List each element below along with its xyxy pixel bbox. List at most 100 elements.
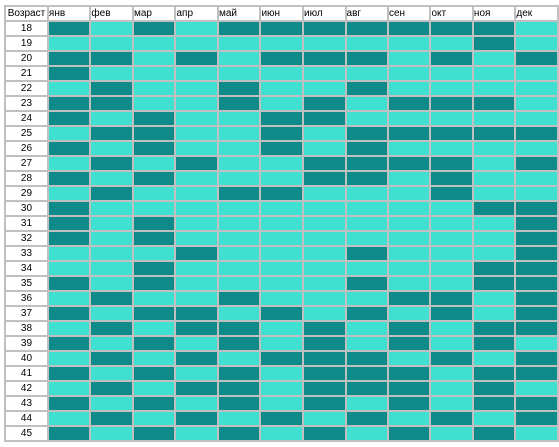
dark-cell	[133, 112, 175, 125]
light-cell	[473, 67, 515, 80]
light-cell	[516, 22, 557, 35]
age-cell: 31	[6, 217, 47, 230]
light-cell	[304, 82, 345, 95]
dark-cell	[261, 52, 302, 65]
dark-cell	[133, 307, 175, 320]
dark-cell	[431, 292, 472, 305]
light-cell	[176, 127, 217, 140]
dark-cell	[176, 352, 217, 365]
dark-cell	[48, 67, 90, 80]
dark-cell	[304, 22, 345, 35]
table-row: 34	[6, 262, 557, 275]
dark-cell	[431, 352, 472, 365]
table-row: 45	[6, 427, 557, 440]
light-cell	[388, 412, 430, 425]
light-cell	[176, 97, 217, 110]
age-column-header: Возраст	[6, 7, 47, 20]
dark-cell	[304, 112, 345, 125]
dark-cell	[346, 352, 387, 365]
light-cell	[218, 247, 260, 260]
light-cell	[48, 247, 90, 260]
dark-cell	[91, 322, 132, 335]
table-row: 32	[6, 232, 557, 245]
dark-cell	[304, 322, 345, 335]
month-header: апр	[176, 7, 217, 20]
light-cell	[346, 427, 387, 440]
light-cell	[346, 292, 387, 305]
dark-cell	[133, 397, 175, 410]
dark-cell	[218, 22, 260, 35]
dark-cell	[176, 382, 217, 395]
light-cell	[91, 307, 132, 320]
age-cell: 30	[6, 202, 47, 215]
light-cell	[516, 337, 557, 350]
dark-cell	[48, 142, 90, 155]
light-cell	[304, 412, 345, 425]
light-cell	[48, 322, 90, 335]
dark-cell	[473, 382, 515, 395]
light-cell	[346, 67, 387, 80]
light-cell	[388, 217, 430, 230]
month-header: дек	[516, 7, 557, 20]
table-row: 27	[6, 157, 557, 170]
age-cell: 36	[6, 292, 47, 305]
dark-cell	[516, 367, 557, 380]
age-cell: 43	[6, 397, 47, 410]
dark-cell	[176, 157, 217, 170]
light-cell	[261, 232, 302, 245]
dark-cell	[218, 427, 260, 440]
month-header: июн	[261, 7, 302, 20]
light-cell	[388, 277, 430, 290]
dark-cell	[473, 337, 515, 350]
light-cell	[431, 262, 472, 275]
dark-cell	[261, 412, 302, 425]
dark-cell	[346, 157, 387, 170]
light-cell	[261, 217, 302, 230]
light-cell	[91, 22, 132, 35]
dark-cell	[516, 127, 557, 140]
light-cell	[261, 37, 302, 50]
dark-cell	[48, 427, 90, 440]
dark-cell	[91, 412, 132, 425]
dark-cell	[48, 232, 90, 245]
light-cell	[133, 187, 175, 200]
light-cell	[516, 97, 557, 110]
age-cell: 44	[6, 412, 47, 425]
dark-cell	[218, 397, 260, 410]
light-cell	[346, 37, 387, 50]
light-cell	[346, 397, 387, 410]
dark-cell	[91, 187, 132, 200]
dark-cell	[388, 22, 430, 35]
light-cell	[91, 397, 132, 410]
dark-cell	[218, 97, 260, 110]
light-cell	[218, 142, 260, 155]
month-header: авг	[346, 7, 387, 20]
light-cell	[48, 37, 90, 50]
table-row: 28	[6, 172, 557, 185]
table-row: 29	[6, 187, 557, 200]
month-header: окт	[431, 7, 472, 20]
dark-cell	[473, 22, 515, 35]
light-cell	[176, 337, 217, 350]
dark-cell	[218, 382, 260, 395]
light-cell	[431, 37, 472, 50]
table-row: 20	[6, 52, 557, 65]
light-cell	[346, 97, 387, 110]
dark-cell	[91, 127, 132, 140]
dark-cell	[431, 22, 472, 35]
dark-cell	[261, 142, 302, 155]
light-cell	[261, 202, 302, 215]
light-cell	[261, 247, 302, 260]
dark-cell	[91, 157, 132, 170]
dark-cell	[48, 337, 90, 350]
table-row: 42	[6, 382, 557, 395]
light-cell	[388, 352, 430, 365]
light-cell	[48, 127, 90, 140]
light-cell	[304, 232, 345, 245]
dark-cell	[431, 97, 472, 110]
light-cell	[91, 262, 132, 275]
calendar-table-container: Возраст янв фев мар апр май июн июл авг сен окт но…	[4, 5, 559, 442]
dark-cell	[261, 352, 302, 365]
light-cell	[388, 67, 430, 80]
dark-cell	[176, 52, 217, 65]
